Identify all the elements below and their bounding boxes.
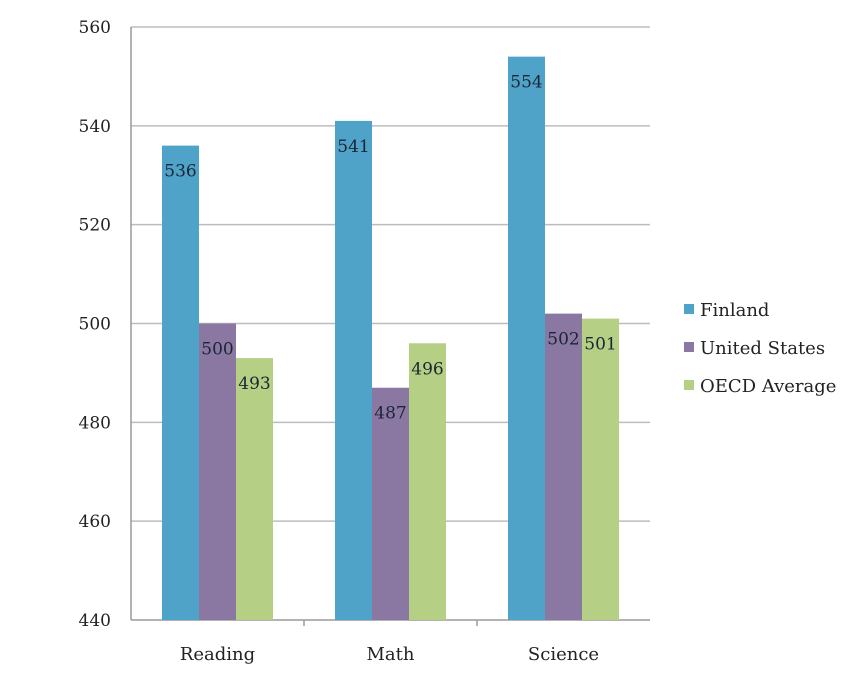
data-label: 502 xyxy=(547,330,579,350)
category-labels: Reading Math Science xyxy=(180,644,599,665)
bar xyxy=(162,145,199,620)
y-tick-label: 500 xyxy=(79,315,111,335)
bar xyxy=(335,120,372,621)
bar xyxy=(236,358,273,620)
y-tick-label: 560 xyxy=(79,18,111,38)
bar xyxy=(199,323,236,620)
bar xyxy=(409,343,446,620)
legend-label: Finland xyxy=(700,300,769,321)
y-tick-label: 460 xyxy=(79,512,111,532)
category-label: Reading xyxy=(180,644,255,665)
y-tick-labels: 440 460 480 500 520 540 560 xyxy=(79,18,111,631)
category-label: Science xyxy=(528,644,599,665)
bar xyxy=(545,313,582,620)
category-label: Math xyxy=(367,644,415,665)
legend-swatch xyxy=(684,342,694,352)
bars xyxy=(162,56,619,621)
data-label: 493 xyxy=(238,374,270,394)
data-label: 554 xyxy=(510,73,542,93)
legend-swatch xyxy=(684,380,694,390)
bar xyxy=(582,318,619,620)
legend-swatch xyxy=(684,304,694,314)
logo-mark-icon xyxy=(11,649,33,665)
y-tick-label: 440 xyxy=(79,611,111,631)
data-label: 487 xyxy=(374,404,406,424)
watermark-text: 大数跨境 xyxy=(40,653,92,668)
data-label: 501 xyxy=(584,335,616,355)
data-label: 496 xyxy=(411,359,443,379)
legend-label: United States xyxy=(700,338,825,359)
y-tick-label: 520 xyxy=(79,216,111,236)
y-tick-label: 480 xyxy=(79,413,111,433)
bar xyxy=(508,56,545,620)
data-label: 541 xyxy=(337,137,369,157)
legend: Finland United States OECD Average xyxy=(684,300,836,397)
legend-label: OECD Average xyxy=(700,376,836,397)
data-label: 536 xyxy=(164,162,196,182)
y-tick-label: 540 xyxy=(79,117,111,137)
data-label: 500 xyxy=(201,340,233,360)
watermark: 大数跨境 xyxy=(11,649,92,668)
bar xyxy=(372,387,409,620)
